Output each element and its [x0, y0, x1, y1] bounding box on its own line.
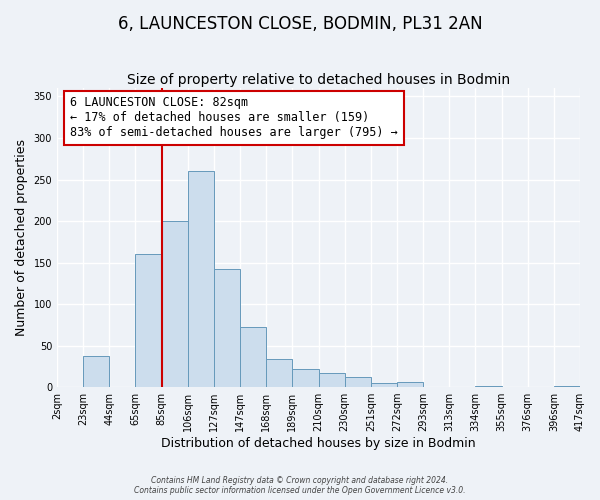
Bar: [319, 373, 344, 387]
Bar: [266, 359, 292, 387]
Bar: [371, 383, 397, 387]
Bar: [161, 221, 188, 387]
Bar: [214, 269, 240, 387]
Bar: [397, 382, 423, 387]
Bar: [240, 328, 266, 387]
Text: Contains HM Land Registry data © Crown copyright and database right 2024.
Contai: Contains HM Land Registry data © Crown c…: [134, 476, 466, 495]
Bar: [344, 377, 371, 387]
Bar: [554, 386, 580, 387]
Bar: [292, 369, 319, 387]
Bar: [475, 386, 502, 387]
Y-axis label: Number of detached properties: Number of detached properties: [15, 139, 28, 336]
Text: 6 LAUNCESTON CLOSE: 82sqm
← 17% of detached houses are smaller (159)
83% of semi: 6 LAUNCESTON CLOSE: 82sqm ← 17% of detac…: [70, 96, 398, 140]
X-axis label: Distribution of detached houses by size in Bodmin: Distribution of detached houses by size …: [161, 437, 476, 450]
Text: 6, LAUNCESTON CLOSE, BODMIN, PL31 2AN: 6, LAUNCESTON CLOSE, BODMIN, PL31 2AN: [118, 15, 482, 33]
Title: Size of property relative to detached houses in Bodmin: Size of property relative to detached ho…: [127, 73, 510, 87]
Bar: [83, 356, 109, 387]
Bar: [188, 171, 214, 387]
Bar: [136, 254, 161, 387]
